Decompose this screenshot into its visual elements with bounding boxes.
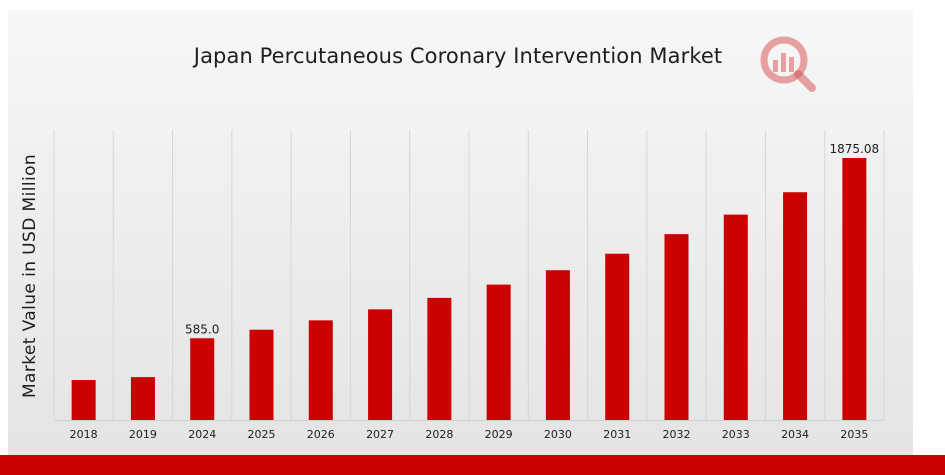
x-tick-label: 2025	[248, 428, 276, 441]
bar-2029	[486, 284, 511, 420]
x-tick-label: 2035	[840, 428, 868, 441]
chart-title: Japan Percutaneous Coronary Intervention…	[193, 44, 723, 68]
bar-2035	[842, 158, 867, 420]
x-tick-label: 2031	[603, 428, 631, 441]
x-tick-label: 2030	[544, 428, 572, 441]
x-tick-label: 2026	[307, 428, 335, 441]
magnifier-bar-chart-logo-icon	[760, 36, 816, 92]
x-tick-label: 2018	[70, 428, 98, 441]
x-tick-label: 2024	[188, 428, 216, 441]
data-label: 585.0	[185, 322, 219, 336]
x-tick-label: 2027	[366, 428, 394, 441]
bar-2031	[605, 253, 630, 420]
bar-2034	[783, 192, 808, 420]
x-tick-label: 2032	[663, 428, 691, 441]
bar-2025	[249, 329, 274, 420]
data-label: 1875.08	[830, 142, 880, 156]
chart-panel	[8, 10, 913, 455]
bar-2018	[71, 380, 96, 420]
bottom-accent-band	[0, 455, 945, 475]
x-tick-label: 2029	[485, 428, 513, 441]
bar-2024	[190, 338, 215, 420]
x-tick-label: 2033	[722, 428, 750, 441]
bar-2030	[545, 270, 570, 420]
x-tick-label: 2019	[129, 428, 157, 441]
bar-2027	[368, 309, 393, 420]
bar-2026	[308, 320, 333, 420]
x-tick-label: 2034	[781, 428, 809, 441]
bar-2033	[723, 214, 748, 420]
x-tick-label: 2028	[425, 428, 453, 441]
bar-2028	[427, 297, 452, 420]
bar-2019	[130, 377, 155, 420]
bar-2032	[664, 234, 689, 420]
